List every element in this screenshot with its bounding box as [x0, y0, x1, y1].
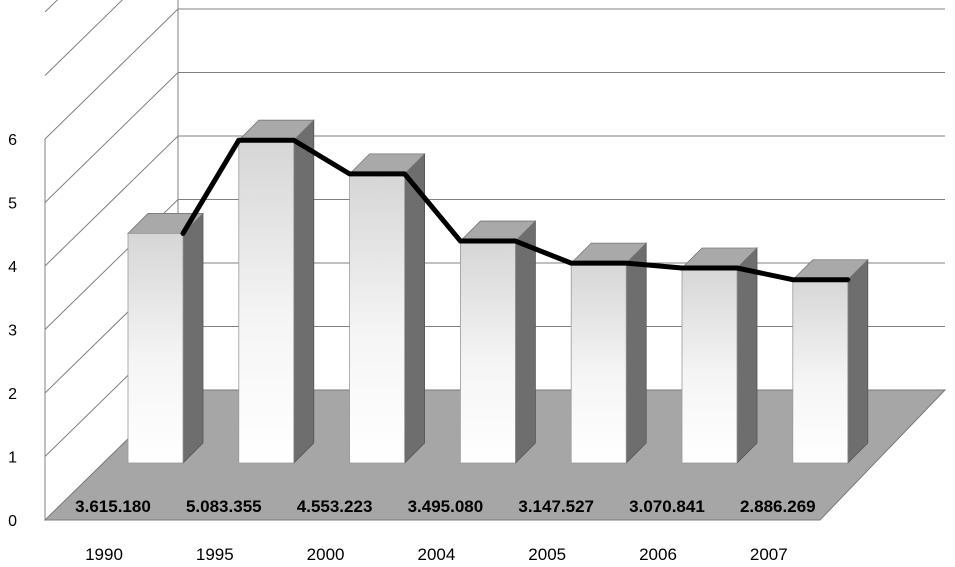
data-label: 3.495.080: [408, 497, 484, 516]
y-tick-label: 5: [8, 196, 17, 213]
trend-line-path: [180, 137, 851, 283]
y-tick-label: 1: [8, 450, 17, 467]
y-tick-label: 0: [8, 513, 17, 530]
bar-front: [127, 233, 184, 464]
y-tick-label: 2: [8, 386, 17, 403]
y-axis: 0 1 2 3 4 5 6: [8, 132, 17, 530]
x-tick-label: 2006: [639, 545, 677, 564]
y-tick-label: 3: [8, 323, 17, 340]
bar-side: [293, 119, 315, 464]
data-label: 3.070.841: [629, 497, 705, 516]
x-tick-label: 2007: [750, 545, 788, 564]
data-label: 3.147.527: [518, 497, 594, 516]
data-label: 3.615.180: [75, 497, 151, 516]
bar-front: [681, 267, 738, 464]
x-tick-label: 2004: [417, 545, 455, 564]
bar-2006: [681, 247, 758, 464]
bar-front: [238, 139, 295, 464]
bar-front: [570, 262, 627, 464]
gridline-side: [44, 135, 179, 267]
bar-side: [515, 220, 536, 464]
gridline-side: [44, 72, 179, 203]
bar-front: [792, 279, 849, 464]
bar-side: [404, 152, 426, 464]
bar-side: [625, 242, 647, 464]
bar-2005: [570, 242, 648, 464]
bar-side: [182, 212, 204, 464]
x-tick-label: 2000: [307, 545, 345, 564]
bar-side: [736, 247, 758, 464]
data-labels: 3.615.180 5.083.355 4.553.223 3.495.080 3.14…: [75, 497, 815, 516]
x-axis: 1990 1995 2000 2004 2005 2006 2007: [85, 545, 788, 564]
gridline-side: [44, 0, 123, 76]
bar-2004: [459, 220, 537, 464]
y-tick-label: 4: [8, 259, 17, 276]
bar-series: [127, 119, 869, 464]
gridline-side: [44, 8, 179, 140]
bar-1995: [237, 119, 315, 464]
data-label: 2.886.269: [740, 497, 816, 516]
x-tick-label: 2005: [528, 545, 566, 564]
bar-front: [459, 240, 516, 464]
data-label: 5.083.355: [186, 497, 262, 516]
data-label: 4.553.223: [297, 497, 373, 516]
y-tick-label: 6: [8, 132, 17, 149]
bar-side: [847, 258, 869, 464]
bar-1990: [127, 212, 204, 464]
bar-2007: [791, 258, 869, 464]
x-tick-label: 1995: [196, 545, 234, 564]
x-tick-label: 1990: [85, 545, 123, 564]
bar-front: [349, 173, 406, 464]
trend-line: [180, 137, 851, 283]
bar-2000: [348, 152, 426, 464]
